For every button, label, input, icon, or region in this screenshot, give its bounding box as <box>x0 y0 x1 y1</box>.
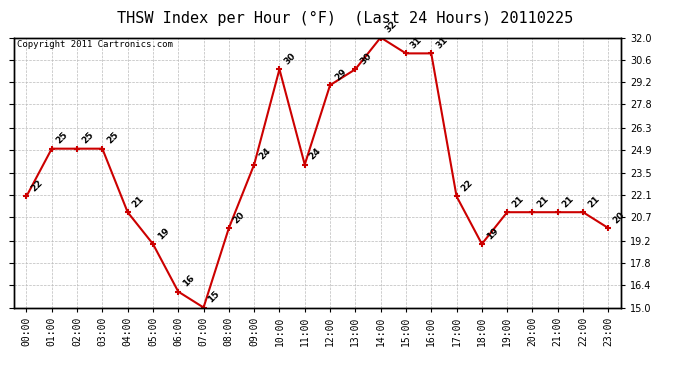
Text: 24: 24 <box>257 147 273 162</box>
Text: 31: 31 <box>408 35 424 51</box>
Text: 20: 20 <box>611 210 627 225</box>
Text: 25: 25 <box>105 131 120 146</box>
Text: 15: 15 <box>206 290 221 305</box>
Text: 21: 21 <box>535 194 551 209</box>
Text: 21: 21 <box>586 194 601 209</box>
Text: Copyright 2011 Cartronics.com: Copyright 2011 Cartronics.com <box>17 40 172 49</box>
Text: 19: 19 <box>484 226 500 241</box>
Text: 31: 31 <box>434 35 449 51</box>
Text: 22: 22 <box>29 178 44 194</box>
Text: 30: 30 <box>358 51 373 66</box>
Text: 29: 29 <box>333 67 348 82</box>
Text: 21: 21 <box>560 194 575 209</box>
Text: 21: 21 <box>130 194 146 209</box>
Text: 25: 25 <box>80 131 95 146</box>
Text: 21: 21 <box>510 194 525 209</box>
Text: THSW Index per Hour (°F)  (Last 24 Hours) 20110225: THSW Index per Hour (°F) (Last 24 Hours)… <box>117 11 573 26</box>
Text: 24: 24 <box>308 147 323 162</box>
Text: 19: 19 <box>156 226 171 241</box>
Text: 20: 20 <box>232 210 247 225</box>
Text: 32: 32 <box>384 20 399 35</box>
Text: 25: 25 <box>55 131 70 146</box>
Text: 22: 22 <box>460 178 475 194</box>
Text: 30: 30 <box>282 51 297 66</box>
Text: 16: 16 <box>181 274 196 289</box>
